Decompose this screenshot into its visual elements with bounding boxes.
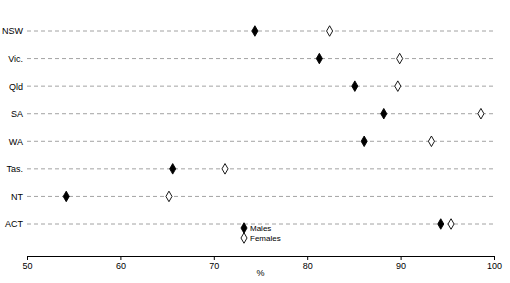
tick: 100	[487, 256, 502, 271]
tick-label: 90	[396, 261, 406, 271]
tick: SA	[11, 109, 27, 119]
tick: 60	[116, 256, 126, 271]
dot	[252, 26, 258, 37]
tick-label: ACT	[5, 219, 24, 229]
dot	[448, 219, 454, 230]
dot	[438, 219, 444, 230]
tick-mark	[307, 256, 308, 260]
tick: Vic.	[8, 54, 27, 64]
tick-label: SA	[11, 109, 23, 119]
tick: NT	[11, 192, 27, 202]
tick-label: Vic.	[8, 54, 23, 64]
tick: 90	[396, 256, 406, 271]
dot	[63, 191, 69, 202]
grid-line	[27, 113, 494, 114]
grid-line	[27, 58, 494, 59]
tick-mark	[214, 256, 215, 260]
tick-mark	[27, 256, 28, 260]
tick-label: 100	[487, 261, 502, 271]
tick: WA	[9, 137, 27, 147]
tick-mark	[401, 256, 402, 260]
tick-label: NSW	[2, 26, 24, 36]
legend-label: Females	[250, 234, 281, 243]
tick: ACT	[5, 219, 27, 229]
axis-line	[28, 256, 495, 257]
dot	[222, 164, 228, 175]
y-axis: NSW Vic. Qld SA WA Tas. NT ACT	[2, 26, 27, 229]
dot	[170, 164, 176, 175]
dot	[428, 136, 434, 147]
marks	[63, 26, 484, 230]
tick: Qld	[9, 82, 27, 92]
grid-line	[27, 141, 494, 142]
axis-title: %	[256, 268, 264, 278]
legend-item: Females	[241, 233, 281, 244]
dot	[395, 81, 401, 92]
dot	[352, 81, 358, 92]
tick-label: 70	[209, 261, 219, 271]
tick: 50	[22, 256, 32, 271]
legend-label: Males	[250, 224, 271, 233]
tick: 80	[303, 256, 313, 271]
grid-line	[27, 196, 494, 197]
dot	[166, 191, 172, 202]
tick-mark	[120, 256, 121, 260]
tick-label: Qld	[9, 82, 23, 92]
tick: 70	[209, 256, 219, 271]
tick: Tas.	[6, 164, 27, 174]
tick-label: 80	[303, 261, 313, 271]
legend-item: Males	[241, 223, 271, 234]
tick-label: WA	[9, 137, 23, 147]
dot	[361, 136, 367, 147]
dot	[316, 53, 322, 64]
tick: NSW	[2, 26, 27, 36]
tick-label: 50	[22, 261, 32, 271]
tick-label: NT	[11, 192, 23, 202]
chart: NSW Vic. Qld SA WA Tas. NT ACT 50 60 70 80 90 100% Mal…	[0, 0, 510, 283]
tick-mark	[494, 256, 495, 260]
dot	[397, 53, 403, 64]
grid-line	[27, 31, 494, 32]
grid-line	[27, 86, 494, 87]
dot	[381, 108, 387, 119]
dot	[327, 26, 333, 37]
grid	[27, 31, 494, 224]
tick-label: Tas.	[6, 164, 23, 174]
legend: MalesFemales	[241, 223, 281, 244]
dot	[478, 108, 484, 119]
grid-line	[27, 168, 494, 169]
legend-symbol	[241, 233, 247, 244]
tick-label: 60	[116, 261, 126, 271]
legend-symbol	[241, 223, 247, 234]
